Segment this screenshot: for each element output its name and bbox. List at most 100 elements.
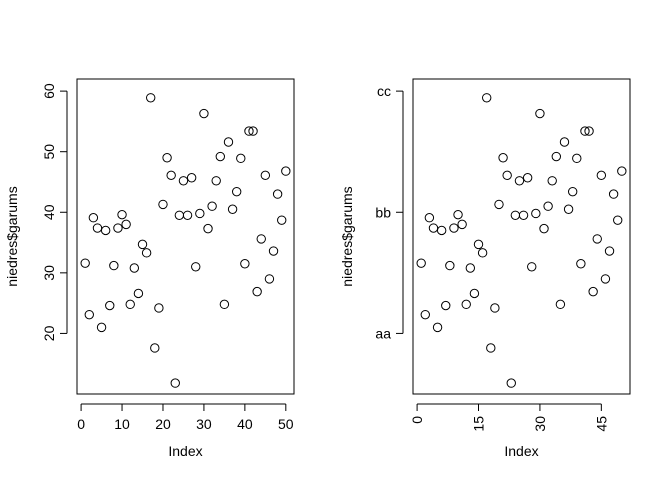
y-tick-label: aa [375,325,391,341]
data-point [166,170,176,181]
data-point [420,309,430,320]
data-point [551,151,562,162]
data-point [514,176,525,186]
data-point [535,108,545,119]
data-point [531,208,541,219]
data-point [174,210,185,220]
data-point [432,322,443,333]
x-tick-label: 10 [114,416,130,432]
y-tick-label: 20 [41,325,57,341]
data-point [129,263,140,273]
data-point [260,170,271,181]
y-tick-label: bb [375,204,391,220]
data-point [252,286,262,297]
x-tick-label: 15 [471,416,487,432]
x-axis-title: Index [504,443,538,459]
left-scatter-panel: 0 10 20 30 40 50 20 30 40 50 60 Index niedres$garums [4,78,295,459]
data-point [539,223,549,234]
data-point [608,189,619,199]
y-tick-label: cc [377,83,391,99]
data-point [191,262,201,272]
plot-box [76,78,295,395]
plot-box [412,78,631,395]
data-point [88,213,99,223]
data-point [178,176,189,186]
data-point [117,209,127,220]
data-point [592,234,602,244]
data-point [150,343,160,353]
y-tick-label: 50 [41,144,57,160]
y-axis-title: niedres$garums [339,186,355,286]
x-tick-label: 45 [593,416,609,432]
data-point [465,263,476,273]
y-tick-label: 30 [41,265,57,281]
data-point [199,108,209,119]
data-point [580,126,590,136]
data-point [277,215,287,225]
data-point [567,186,578,197]
data-point [100,225,111,236]
data-point [231,186,242,197]
data-point [436,225,447,236]
data-point [211,176,221,186]
data-point [272,189,283,199]
data-point [154,303,164,313]
right-scatter-panel: 0 15 30 45 aa bb cc Index niedres$garums [339,78,631,459]
data-point [473,239,484,250]
data-point [264,274,275,284]
data-point [96,322,107,333]
data-point [428,223,439,233]
data-point [559,137,570,147]
data-point [563,204,574,214]
data-point [109,260,119,271]
data-point [613,215,623,225]
x-tick-label: 0 [409,416,425,424]
data-point [518,210,529,220]
data-point [506,378,516,388]
data-point [490,303,500,313]
data-point [268,246,279,256]
data-point [481,93,492,103]
data-point [416,258,426,268]
data-point [145,93,156,103]
data-point [576,259,586,269]
data-point [141,248,152,258]
data-point [223,137,234,147]
data-point [92,223,103,233]
data-point [510,210,521,220]
data-point [203,223,213,234]
data-point [227,204,238,214]
data-point [137,239,148,250]
data-point [162,153,172,163]
data-point [494,199,504,210]
data-point [596,170,607,181]
data-point [182,210,193,220]
data-point [588,286,598,297]
x-tick-label: 30 [196,416,212,432]
data-point [522,173,533,183]
data-point [219,299,230,310]
data-point [600,274,611,284]
data-point [604,246,615,256]
data-point [256,234,266,244]
data-point [113,223,123,233]
data-point [441,300,451,311]
data-point [543,201,553,211]
data-point [502,170,512,181]
data-point [215,151,226,162]
data-point [240,259,250,269]
data-point [281,166,291,176]
data-point [498,153,508,163]
y-tick-label: 60 [41,83,57,99]
x-tick-label: 30 [532,416,548,432]
y-axis-title: niedres$garums [4,186,20,286]
data-point [555,299,566,310]
data-point [244,126,254,136]
data-point [424,213,435,223]
data-point [158,199,168,210]
data-point [170,378,180,388]
data-point [572,153,582,164]
data-point [527,262,537,272]
y-tick-label: 40 [41,204,57,220]
data-point [195,208,205,219]
